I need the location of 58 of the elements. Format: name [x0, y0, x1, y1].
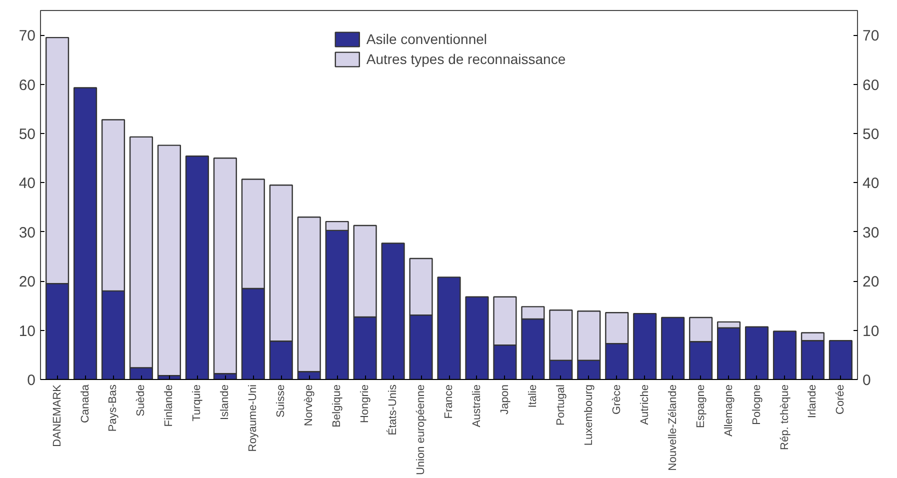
y2-tick-label: 70: [862, 28, 880, 45]
y2-tick-label: 20: [862, 274, 880, 291]
x-tick-label: Italie: [526, 384, 539, 408]
x-tick-label: Rép. tchèque: [778, 384, 791, 450]
bar: [465, 296, 489, 380]
x-tick-label: Suisse: [275, 384, 288, 418]
y2-tick-label: 40: [862, 175, 880, 192]
legend-label: Asile conventionnel: [366, 31, 488, 47]
x-tick-label: Australie: [470, 384, 483, 428]
x-tick-label: Turquie: [191, 384, 204, 422]
x-tick-label: Espagne: [694, 384, 707, 428]
x-tick-label: Finlande: [163, 384, 176, 427]
bar: [744, 326, 769, 380]
x-tick-label: Pologne: [750, 384, 763, 425]
x-tick-label: Union européenne: [415, 384, 428, 476]
bar: [381, 242, 405, 380]
x-tick-label: Canada: [79, 384, 92, 424]
bar: [633, 312, 657, 380]
x-tick-label: Belgique: [331, 384, 344, 428]
x-tick-label: Allemagne: [722, 384, 735, 436]
x-tick-label: Autriche: [638, 384, 651, 425]
bar: [828, 340, 853, 380]
x-tick-label: Grèce: [610, 384, 623, 414]
y2-tick-label: 0: [862, 372, 871, 389]
y-tick-label: 40: [18, 175, 36, 192]
bar: [185, 156, 209, 380]
bar: [157, 144, 181, 376]
y-tick-label: 20: [18, 274, 36, 291]
y2-tick-label: 50: [862, 126, 880, 143]
x-tick-label: DANEMARK: [51, 384, 64, 447]
y-tick-label: 10: [18, 322, 36, 340]
y-tick-label: 50: [18, 126, 36, 143]
bar: [437, 276, 461, 380]
x-tick-label: Suède: [135, 384, 148, 416]
y2-tick-label: 10: [862, 322, 880, 340]
x-tick-label: Portugal: [554, 384, 567, 426]
y2-tick-label: 30: [862, 224, 880, 242]
y-tick-label: 60: [18, 76, 36, 94]
x-tick-label: Hongrie: [359, 384, 372, 424]
y-tick-label: 30: [18, 224, 36, 242]
bar: [661, 316, 685, 380]
y2-tick-label: 60: [862, 76, 880, 94]
y-tick-label: 0: [27, 372, 36, 389]
x-tick-label: Pays-Bas: [107, 384, 120, 432]
bar: [73, 87, 98, 380]
legend-label: Autres types de reconnaissance: [366, 51, 566, 67]
x-tick-label: États-Unis: [386, 384, 400, 436]
x-tick-label: Irlande: [806, 384, 819, 418]
x-tick-label: Corée: [834, 384, 847, 414]
x-tick-label: Nouvelle-Zélande: [666, 384, 679, 471]
x-tick-label: Royaume-Uni: [247, 384, 260, 452]
bar: [772, 330, 797, 380]
x-tick-label: France: [443, 384, 455, 419]
x-tick-label: Japon: [498, 384, 511, 414]
x-tick-label: Islande: [219, 384, 232, 420]
x-tick-label: Luxembourg: [582, 384, 595, 446]
y-tick-label: 70: [18, 28, 36, 45]
x-tick-label: Norvège: [303, 384, 316, 426]
